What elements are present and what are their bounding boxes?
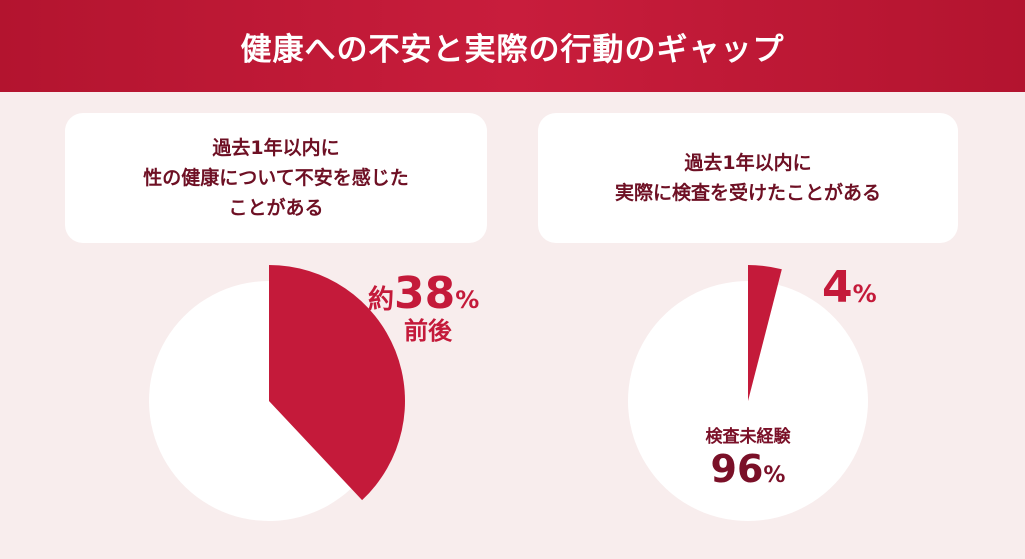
chart1-title-card: 過去1年以内に 性の健康について不安を感じた ことがある bbox=[65, 113, 487, 243]
chart2-title-card: 過去1年以内に 実際に検査を受けたことがある bbox=[538, 113, 958, 243]
chart1-unit: % bbox=[455, 286, 480, 314]
chart2-rest-annotation: 検査未経験 96% bbox=[688, 422, 808, 491]
chart2-value: 4 bbox=[822, 262, 853, 313]
chart1-slice-2 bbox=[149, 281, 352, 521]
chart1-suffix: 前後 bbox=[404, 317, 452, 345]
chart2-slice-1 bbox=[748, 265, 782, 401]
page-title: 健康への不安と実際の行動のギャップ bbox=[240, 31, 785, 68]
chart1-slice-1 bbox=[269, 265, 406, 501]
chart1-annotation: 約38% 前後 bbox=[368, 268, 479, 346]
header-banner: 健康への不安と実際の行動のギャップ bbox=[0, 0, 1025, 92]
chart2-rest-label: 検査未経験 bbox=[705, 427, 791, 447]
chart1-prefix: 約 bbox=[368, 285, 395, 315]
chart2-rest-value: 96 bbox=[710, 447, 764, 491]
chart2-rest-unit: % bbox=[763, 463, 786, 488]
chart1-value: 38 bbox=[394, 268, 456, 319]
chart2-unit: % bbox=[852, 280, 877, 308]
chart2-annotation: 4% bbox=[822, 262, 877, 313]
